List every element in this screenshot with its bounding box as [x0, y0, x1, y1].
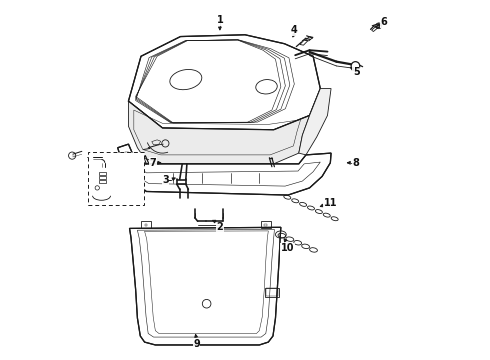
Polygon shape — [128, 101, 310, 164]
FancyBboxPatch shape — [88, 152, 144, 205]
Ellipse shape — [170, 69, 202, 90]
Text: 1: 1 — [217, 15, 223, 26]
Text: 4: 4 — [291, 25, 298, 35]
Text: 7: 7 — [149, 158, 156, 168]
Text: 9: 9 — [193, 339, 200, 349]
Bar — [99, 180, 105, 183]
Text: 2: 2 — [217, 222, 223, 232]
Bar — [99, 176, 105, 179]
Bar — [99, 172, 105, 175]
Circle shape — [351, 62, 360, 70]
Text: 10: 10 — [281, 243, 294, 253]
Text: 5: 5 — [353, 67, 360, 77]
Polygon shape — [299, 89, 331, 155]
Polygon shape — [128, 35, 320, 130]
Polygon shape — [129, 227, 281, 345]
Text: 8: 8 — [352, 158, 359, 168]
Text: 11: 11 — [323, 198, 337, 208]
Ellipse shape — [256, 80, 277, 94]
Text: 6: 6 — [381, 17, 388, 27]
Text: 3: 3 — [162, 175, 169, 185]
Polygon shape — [118, 144, 331, 195]
